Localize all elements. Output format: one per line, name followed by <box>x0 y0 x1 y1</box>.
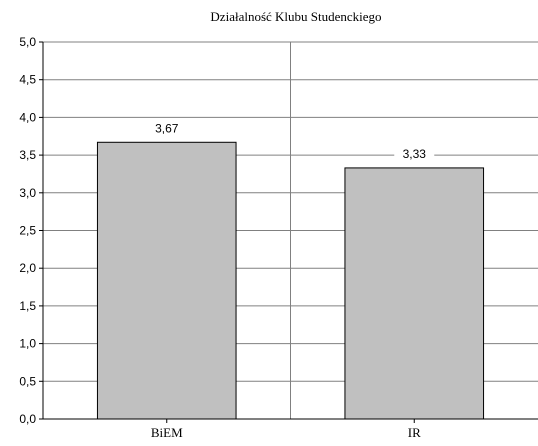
data-label-bg-IR <box>394 146 435 162</box>
data-label-IR: 3,33 <box>403 147 427 161</box>
labels: 0,0 0,5 1,0 1,5 2,0 2,5 3,0 3,5 4,0 4,5 5,0 3,67 BiE… <box>19 35 435 440</box>
bar-IR <box>344 167 485 420</box>
y-tick-label-7: 3,5 <box>19 148 36 162</box>
y-tick-label-5: 2,5 <box>19 224 36 238</box>
y-tick-label-3: 1,5 <box>19 299 36 313</box>
bars <box>96 141 485 420</box>
y-tick-label-8: 4,0 <box>19 110 36 124</box>
chart-title: Działalność Klubu Studenckiego <box>210 9 381 24</box>
data-label-BiEM: 3,67 <box>155 121 179 135</box>
y-tick-label-0: 0,0 <box>19 412 36 426</box>
y-tick-label-4: 2,0 <box>19 261 36 275</box>
y-tick-label-10: 5,0 <box>19 35 36 49</box>
data-label-bg-BiEM <box>146 121 187 137</box>
y-tick-label-9: 4,5 <box>19 73 36 87</box>
y-tick-label-2: 1,0 <box>19 337 36 351</box>
y-tick-label-6: 3,0 <box>19 186 36 200</box>
axes <box>39 41 538 423</box>
x-category-label-IR: IR <box>408 425 421 440</box>
bar-BiEM <box>96 141 237 420</box>
y-tick-label-1: 0,5 <box>19 374 36 388</box>
x-category-label-BiEM: BiEM <box>151 425 183 440</box>
